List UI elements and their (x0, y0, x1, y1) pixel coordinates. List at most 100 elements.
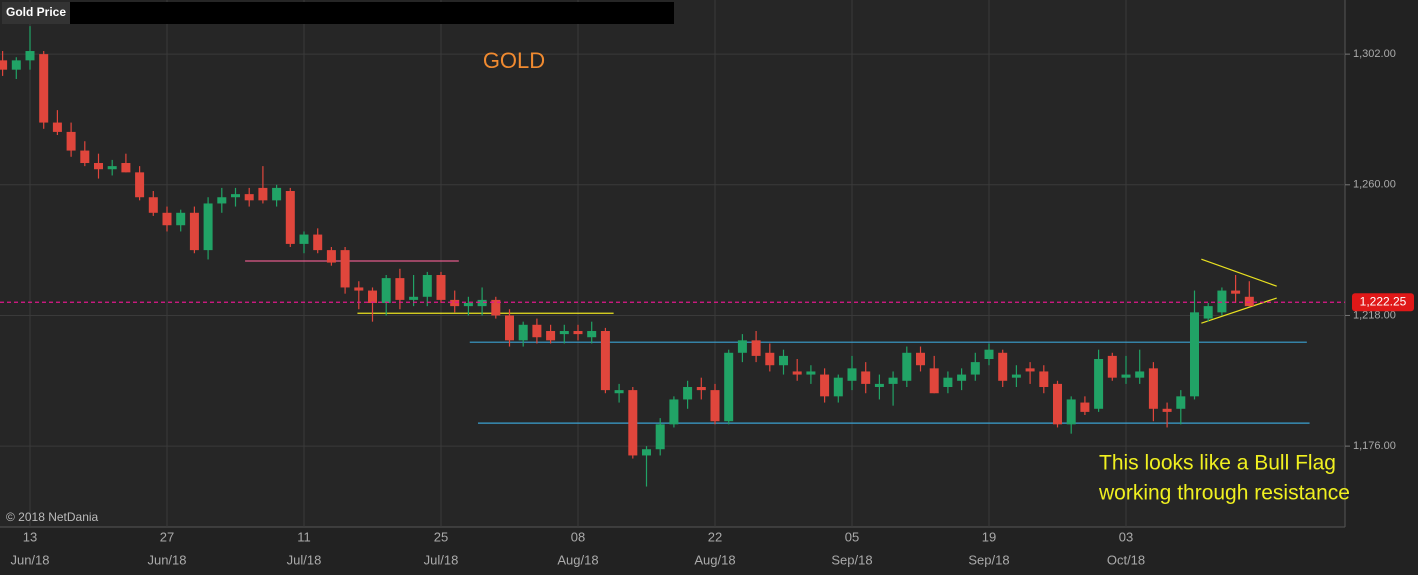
candle-body (1203, 306, 1213, 319)
candle-body (326, 250, 336, 263)
candle-body (94, 163, 103, 170)
candle-body (409, 296, 419, 300)
candle-body (696, 387, 706, 391)
candle-body (874, 383, 884, 388)
candle-body (1135, 371, 1145, 378)
candle-body (683, 387, 693, 400)
trend-line (1201, 258, 1277, 287)
candle-body (710, 390, 720, 422)
grid (0, 0, 1345, 527)
candle-body (395, 278, 405, 300)
candle-body (779, 355, 788, 366)
candle-body (600, 331, 610, 391)
candle-body (450, 299, 460, 307)
candle-body (381, 278, 391, 304)
candle-body (285, 191, 295, 244)
x-tick-label: 25 (434, 529, 448, 544)
candle-body (176, 212, 186, 226)
x-tick-label: 19 (982, 529, 996, 544)
x-tick-label: Jul/18 (424, 552, 459, 567)
candle-body (861, 371, 871, 384)
x-tick-label: 11 (297, 529, 311, 544)
candle-body (505, 315, 514, 341)
candle-body (1011, 374, 1021, 378)
candle-body (39, 54, 49, 123)
candle-body (1066, 399, 1076, 425)
candle-body (52, 122, 62, 132)
candle-body (984, 349, 994, 360)
candle-body (614, 390, 624, 394)
candle-body (724, 352, 734, 422)
candle-body (217, 197, 227, 204)
candle-body (422, 275, 432, 297)
candle-body (902, 352, 912, 381)
candle-body (0, 60, 8, 70)
candle-body (80, 150, 90, 164)
y-tick-label: 1,260.00 (1353, 179, 1396, 191)
copyright: © 2018 NetDania (6, 510, 99, 524)
plot-area (0, 0, 1345, 527)
candle-body (313, 234, 323, 251)
candle-body (477, 299, 487, 307)
y-tick-label: 1,218.00 (1353, 309, 1396, 321)
candle-body (655, 424, 665, 450)
candle-body (203, 203, 213, 251)
candle-body (258, 187, 268, 201)
candle-body (1190, 312, 1199, 397)
x-tick-label: 27 (160, 529, 174, 544)
header-bar (2, 2, 674, 24)
candle-body (463, 303, 473, 307)
annotation: working through resistance (1098, 482, 1350, 505)
candle-body (587, 331, 597, 338)
candle-body (436, 275, 446, 300)
y-tick-label: 1,176.00 (1353, 440, 1396, 452)
candle-body (532, 324, 542, 338)
candle-body (888, 377, 898, 384)
candle-body (1217, 290, 1227, 313)
candle-body (806, 371, 816, 375)
candle-body (1039, 371, 1049, 388)
candle-body (231, 194, 240, 198)
candle-body (491, 299, 501, 316)
candle-body (299, 234, 309, 244)
y-tick-label: 1,302.00 (1353, 48, 1396, 60)
annotation: This looks like a Bull Flag (1099, 452, 1336, 475)
candle-body (354, 287, 364, 291)
x-tick-label: Sep/18 (968, 552, 1009, 567)
candle-body (546, 331, 556, 341)
candle-body (1107, 355, 1117, 378)
candle-body (820, 374, 830, 397)
candle-body (628, 390, 638, 456)
candle-body (66, 131, 76, 151)
candle-body (1244, 296, 1254, 307)
candle-body (121, 163, 131, 173)
candle-body (943, 377, 953, 388)
x-tick-label: 03 (1119, 529, 1133, 544)
marks (0, 26, 1310, 487)
candle-body (573, 331, 583, 335)
current-price-box (1352, 293, 1414, 312)
candle-body (1053, 383, 1062, 425)
trend-line (1201, 297, 1277, 324)
candle-body (135, 172, 145, 198)
candle-body (189, 212, 199, 251)
candle-body (148, 197, 158, 213)
candle-body (957, 374, 967, 381)
candle-body (833, 377, 843, 397)
x-tick-label: Jul/18 (287, 552, 322, 567)
x-tick-label: Sep/18 (831, 552, 872, 567)
candle-body (669, 399, 679, 425)
candle-body (11, 60, 21, 70)
candle-body (970, 362, 980, 375)
candle-body (559, 331, 569, 335)
candle-body (737, 340, 747, 353)
candle-body (368, 290, 377, 304)
candle-body (244, 194, 254, 201)
x-tick-label: 13 (23, 529, 37, 544)
candle-body (1176, 396, 1186, 409)
candle-body (1080, 402, 1090, 412)
x-tick-label: 22 (708, 529, 722, 544)
x-tick-label: Aug/18 (557, 552, 598, 567)
candle-body (847, 368, 857, 381)
candle-body (916, 352, 925, 366)
